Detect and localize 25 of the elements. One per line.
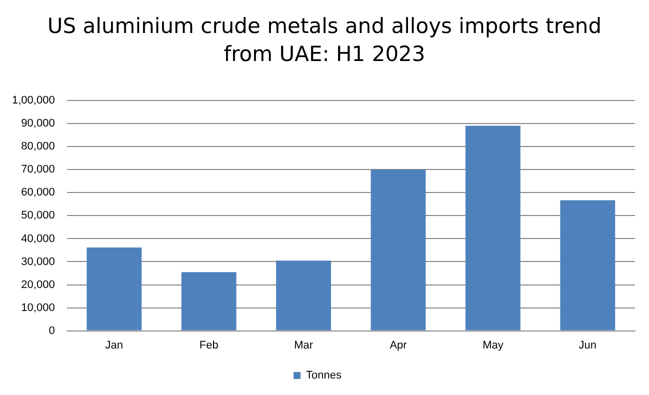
y-tick-label: 1,00,000 — [12, 94, 55, 107]
bar — [276, 260, 332, 330]
legend-label: Tonnes — [306, 370, 342, 382]
y-tick-label: 40,000 — [21, 232, 55, 245]
x-tick-label: Jan — [105, 339, 124, 352]
y-tick-label: 20,000 — [21, 278, 55, 291]
y-tick-label: 50,000 — [21, 210, 55, 222]
y-tick-label: 90,000 — [21, 118, 55, 130]
bar — [465, 126, 520, 330]
x-tick-label: May — [482, 339, 504, 352]
y-tick-label: 70,000 — [21, 164, 55, 176]
y-tick-label: 60,000 — [21, 186, 55, 199]
y-tick-label: 10,000 — [21, 302, 55, 314]
x-tick-label: Feb — [199, 339, 218, 352]
chart-title: US aluminium crude metals and alloys imports trend from UAE: H1 2023 — [46, 13, 603, 68]
bar — [86, 247, 142, 330]
x-tick-label: Mar — [294, 339, 314, 352]
y-tick-label: 0 — [48, 324, 55, 337]
y-tick-label: 80,000 — [21, 140, 55, 153]
bar — [181, 272, 236, 330]
x-tick-label: Jun — [578, 339, 597, 352]
y-tick-label: 30,000 — [21, 256, 55, 268]
bar — [370, 170, 426, 330]
bar — [560, 200, 616, 330]
x-tick-label: Apr — [390, 339, 408, 352]
